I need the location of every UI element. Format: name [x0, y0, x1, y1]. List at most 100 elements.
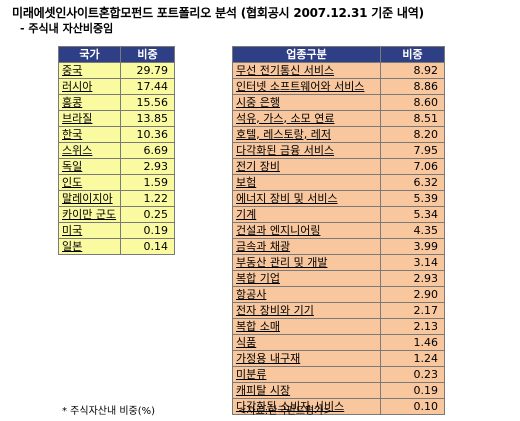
table-row: 전자 장비와 기기 2.17: [232, 302, 445, 319]
table-row: 러시아 17.44: [58, 78, 175, 95]
table-row: 식품 1.46: [232, 334, 445, 351]
table-header-row: 업종구분 비중: [232, 46, 445, 63]
row-value: 1.24: [380, 350, 445, 367]
row-name: 호텔, 레스토랑, 레저: [232, 126, 381, 143]
row-value: 7.95: [380, 142, 445, 159]
page-title: 미래에셋인사이트혼합모펀드 포트폴리오 분석 (협회공시 2007.12.31 …: [12, 6, 424, 20]
table-row: 인터넷 소프트웨어와 서비스 8.86: [232, 78, 445, 95]
row-value: 6.32: [380, 174, 445, 191]
footnote: * 주식자산내 비중(%): [62, 406, 156, 417]
row-name: 석유, 가스, 소모 연료: [232, 110, 381, 127]
table-row: 다각화된 금융 서비스 7.95: [232, 142, 445, 159]
table-row: 금속과 채광 3.99: [232, 238, 445, 255]
row-name: 말레이지아: [58, 190, 121, 207]
table-row: 다각화된 소비자 서비스 0.10: [232, 398, 445, 415]
row-name: 복합 소매: [232, 318, 381, 335]
row-value: 0.19: [120, 222, 175, 239]
row-name: 복합 기업: [232, 270, 381, 287]
table-row: 브라질 13.85: [58, 110, 175, 127]
row-name: 시중 은행: [232, 94, 381, 111]
row-name: 건설과 엔지니어링: [232, 222, 381, 239]
row-value: 8.20: [380, 126, 445, 143]
row-name: 전기 장비: [232, 158, 381, 175]
row-name: 캐피탈 시장: [232, 382, 381, 399]
table-row: 항공사 2.90: [232, 286, 445, 303]
row-value: 0.19: [380, 382, 445, 399]
row-value: 8.60: [380, 94, 445, 111]
row-value: 17.44: [120, 78, 175, 95]
table-row: 건설과 엔지니어링 4.35: [232, 222, 445, 239]
row-value: 0.25: [120, 206, 175, 223]
row-name: 러시아: [58, 78, 121, 95]
row-value: 8.51: [380, 110, 445, 127]
page-subtitle: - 주식내 자산비중임: [20, 22, 114, 35]
row-name: 인터넷 소프트웨어와 서비스: [232, 78, 381, 95]
row-name: 인도: [58, 174, 121, 191]
row-value: 2.90: [380, 286, 445, 303]
table-row: 전기 장비 7.06: [232, 158, 445, 175]
table-row: 석유, 가스, 소모 연료 8.51: [232, 110, 445, 127]
row-name: 미분류: [232, 366, 381, 383]
row-value: 1.22: [120, 190, 175, 207]
table-row: 일본 0.14: [58, 238, 175, 255]
table-header-row: 국가 비중: [58, 46, 175, 63]
row-name: 스위스: [58, 142, 121, 159]
row-name: 중국: [58, 62, 121, 79]
row-value: 0.14: [120, 238, 175, 255]
row-name: 항공사: [232, 286, 381, 303]
row-value: 2.13: [380, 318, 445, 335]
column-header-weight: 비중: [120, 46, 175, 63]
table-row: 에너지 장비 및 서비스 5.39: [232, 190, 445, 207]
row-value: 7.06: [380, 158, 445, 175]
row-value: 3.14: [380, 254, 445, 271]
row-name: 홍콩: [58, 94, 121, 111]
row-value: 8.86: [380, 78, 445, 95]
row-name: 부동산 관리 및 개발: [232, 254, 381, 271]
row-name: 미국: [58, 222, 121, 239]
row-value: 2.93: [120, 158, 175, 175]
row-value: 5.39: [380, 190, 445, 207]
table-row: 부동산 관리 및 개발 3.14: [232, 254, 445, 271]
column-header-weight: 비중: [380, 46, 445, 63]
table-row: 미분류 0.23: [232, 366, 445, 383]
table-row: 인도 1.59: [58, 174, 175, 191]
row-name: 일본: [58, 238, 121, 255]
row-value: 6.69: [120, 142, 175, 159]
table-row: 복합 기업 2.93: [232, 270, 445, 287]
table-row: 말레이지아 1.22: [58, 190, 175, 207]
row-name: 카이만 군도: [58, 206, 121, 223]
row-value: 2.93: [380, 270, 445, 287]
row-value: 1.59: [120, 174, 175, 191]
table-row: 호텔, 레스토랑, 레저 8.20: [232, 126, 445, 143]
row-name: 금속과 채광: [232, 238, 381, 255]
row-name: 가정용 내구재: [232, 350, 381, 367]
source-note: <자료:한국펀드평가>: [238, 406, 332, 417]
row-name: 전자 장비와 기기: [232, 302, 381, 319]
table-row: 미국 0.19: [58, 222, 175, 239]
column-header-country: 국가: [58, 46, 121, 63]
row-value: 3.99: [380, 238, 445, 255]
row-name: 독일: [58, 158, 121, 175]
table-row: 독일 2.93: [58, 158, 175, 175]
row-name: 무선 전기통신 서비스: [232, 62, 381, 79]
table-row: 캐피탈 시장 0.19: [232, 382, 445, 399]
table-row: 무선 전기통신 서비스 8.92: [232, 62, 445, 79]
row-value: 13.85: [120, 110, 175, 127]
row-name: 다각화된 금융 서비스: [232, 142, 381, 159]
table-row: 한국 10.36: [58, 126, 175, 143]
table-row: 복합 소매 2.13: [232, 318, 445, 335]
table-row: 시중 은행 8.60: [232, 94, 445, 111]
row-name: 한국: [58, 126, 121, 143]
table-row: 기계 5.34: [232, 206, 445, 223]
column-header-industry: 업종구분: [232, 46, 381, 63]
row-value: 15.56: [120, 94, 175, 111]
row-name: 브라질: [58, 110, 121, 127]
row-value: 0.23: [380, 366, 445, 383]
table-row: 가정용 내구재 1.24: [232, 350, 445, 367]
row-value: 4.35: [380, 222, 445, 239]
table-row: 홍콩 15.56: [58, 94, 175, 111]
row-value: 10.36: [120, 126, 175, 143]
row-value: 1.46: [380, 334, 445, 351]
row-name: 기계: [232, 206, 381, 223]
row-value: 2.17: [380, 302, 445, 319]
